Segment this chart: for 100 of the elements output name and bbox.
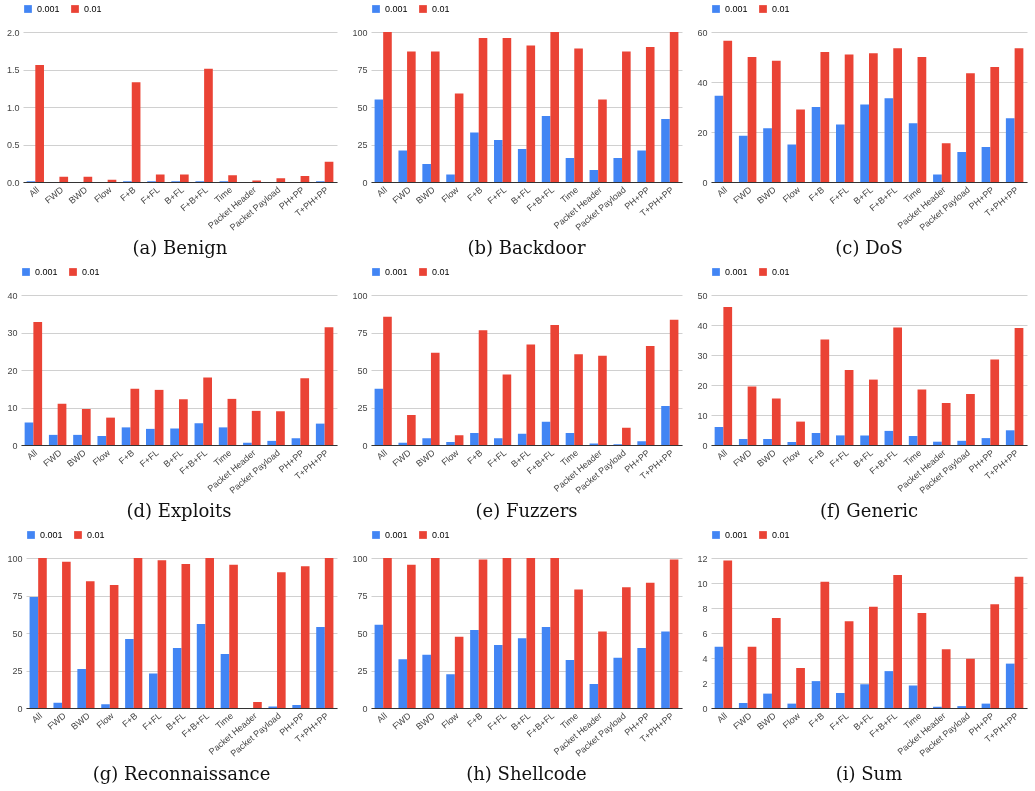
bar (33, 322, 43, 445)
y-tick-label: 0.5 (6, 140, 20, 150)
x-tick-label: F+B (806, 447, 827, 467)
bar (917, 389, 927, 445)
y-tick-label: 2 (702, 678, 708, 689)
bar (550, 558, 559, 708)
y-tick-label: 4 (702, 653, 708, 664)
bar (517, 149, 527, 182)
legend-label: 0.001 (37, 4, 60, 14)
bar (383, 558, 392, 708)
text: (h) Shellcode (466, 763, 587, 785)
bar (517, 638, 527, 708)
bar (1014, 576, 1024, 708)
bar (1005, 663, 1015, 708)
bar (869, 379, 878, 445)
bar (145, 428, 155, 445)
bar (565, 158, 575, 182)
bar (1005, 430, 1015, 445)
y-tick-label: 0 (12, 440, 18, 451)
bar (966, 658, 975, 708)
bar (738, 703, 748, 708)
bar (478, 38, 488, 182)
bar (541, 116, 551, 182)
bar (747, 386, 757, 445)
bar (941, 649, 951, 708)
bar (884, 671, 894, 708)
bar (957, 440, 967, 445)
bar (820, 581, 830, 708)
bar (1014, 328, 1024, 445)
y-tick-label: 50 (12, 628, 23, 639)
bar (714, 646, 724, 708)
bar (738, 439, 748, 445)
bar (243, 442, 252, 445)
bar (637, 648, 646, 708)
legend-label: 0.01 (87, 530, 105, 540)
bar (203, 377, 213, 445)
bar (589, 684, 599, 708)
bar (48, 434, 58, 445)
bar (502, 38, 512, 182)
y-tick-label: 100 (352, 290, 368, 301)
bar (446, 174, 455, 182)
bar (763, 439, 772, 445)
bar (149, 673, 158, 708)
bar (893, 48, 903, 182)
y-tick-label: 0 (702, 703, 708, 714)
bar (133, 558, 143, 708)
y-tick-label: 1.5 (6, 65, 20, 75)
y-tick-label: 40 (7, 290, 18, 301)
bar (430, 51, 440, 182)
bar (723, 307, 733, 445)
x-tick-label: F+B (116, 447, 137, 467)
bar (589, 170, 599, 182)
bar (844, 621, 854, 708)
y-tick-label: 0 (362, 703, 368, 714)
bar (73, 434, 82, 445)
bar (454, 435, 464, 445)
bar (613, 657, 623, 708)
text: (i) Sum (835, 763, 903, 785)
bar (125, 639, 134, 708)
bar (62, 561, 71, 708)
y-tick-label: 0 (17, 703, 23, 714)
bar (550, 325, 559, 445)
bar (622, 427, 631, 445)
bar (398, 150, 408, 182)
bar (121, 427, 131, 445)
bar (796, 668, 805, 708)
legend-label: 0.01 (82, 267, 100, 277)
bar (981, 147, 991, 182)
legend-label: 0.001 (40, 530, 63, 540)
y-tick-label: 10 (697, 578, 708, 589)
bar (917, 613, 927, 708)
bar (194, 423, 204, 445)
legend-label: 0.01 (772, 267, 790, 277)
y-tick-label: 1.0 (6, 102, 20, 113)
y-tick-label: 20 (697, 380, 708, 391)
bar (494, 140, 503, 182)
bar (316, 627, 325, 708)
bar (574, 48, 583, 182)
bar (446, 442, 455, 445)
bar (227, 398, 237, 445)
bar (324, 327, 334, 445)
y-tick-label: 25 (12, 666, 23, 676)
bar (383, 316, 392, 445)
bar (300, 176, 310, 182)
bar (738, 135, 748, 182)
legend-label: 0.001 (385, 267, 408, 277)
bar (990, 359, 1000, 445)
y-tick-label: 10 (7, 403, 18, 413)
bar (218, 427, 228, 445)
text: (g) Reconnaissance (92, 763, 271, 785)
bar (315, 423, 325, 445)
bar (771, 618, 781, 708)
bar (470, 630, 479, 708)
y-tick-label: 25 (357, 403, 368, 413)
y-tick-label: 25 (357, 140, 368, 150)
bar (494, 645, 503, 708)
legend-label: 0.01 (772, 4, 790, 14)
bar (383, 32, 392, 182)
bar (276, 178, 286, 182)
bar (251, 410, 261, 445)
